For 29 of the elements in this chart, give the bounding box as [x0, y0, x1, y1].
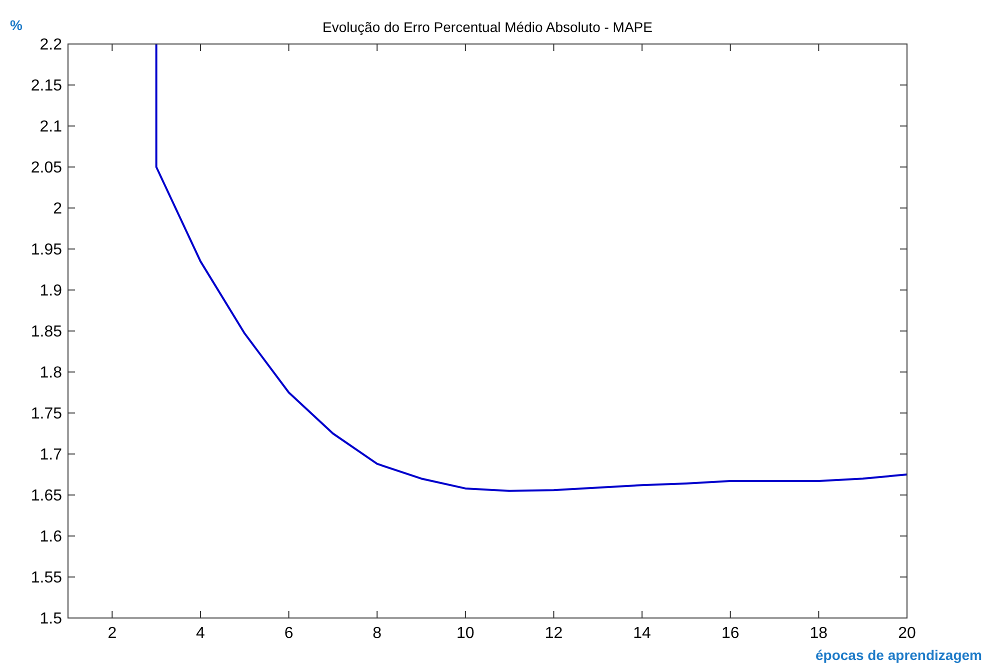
y-axis-title: % — [10, 17, 23, 33]
x-tick-label: 14 — [633, 625, 652, 642]
x-tick-label: 2 — [108, 625, 117, 642]
x-tick-label: 4 — [196, 625, 206, 642]
y-tick-label: 1.5 — [40, 610, 62, 628]
y-tick-label: 1.85 — [30, 324, 62, 341]
x-tick-label: 6 — [284, 625, 294, 642]
line-series — [155, 43, 908, 492]
y-tick-label: 1.8 — [40, 364, 62, 382]
y-tick-label: 1.95 — [30, 242, 62, 259]
y-tick-label: 1.9 — [40, 282, 62, 300]
x-tick-label: 20 — [898, 625, 916, 642]
y-tick-label: 1.55 — [30, 570, 62, 587]
x-axis-title: épocas de aprendizagem — [815, 647, 982, 663]
x-tick-label: 18 — [810, 625, 828, 642]
x-tick-label: 16 — [721, 625, 740, 642]
y-tick-label: 2.1 — [40, 118, 62, 136]
chart-title: Evolução do Erro Percentual Médio Absoluto - MAPE — [322, 19, 652, 35]
y-tick-label: 2 — [53, 200, 62, 218]
y-tick-label: 1.65 — [30, 488, 62, 505]
y-tick-label: 1.75 — [30, 406, 62, 423]
y-tick-label: 1.7 — [40, 446, 62, 464]
y-tick-label: 2.05 — [30, 160, 62, 177]
x-tick-label: 10 — [456, 625, 474, 642]
y-tick-label: 2.15 — [30, 78, 62, 95]
x-tick-label: 12 — [544, 625, 563, 642]
x-tick-label: 8 — [372, 625, 382, 642]
y-tick-label: 1.6 — [40, 528, 62, 546]
y-tick-label: 2.2 — [40, 36, 62, 54]
